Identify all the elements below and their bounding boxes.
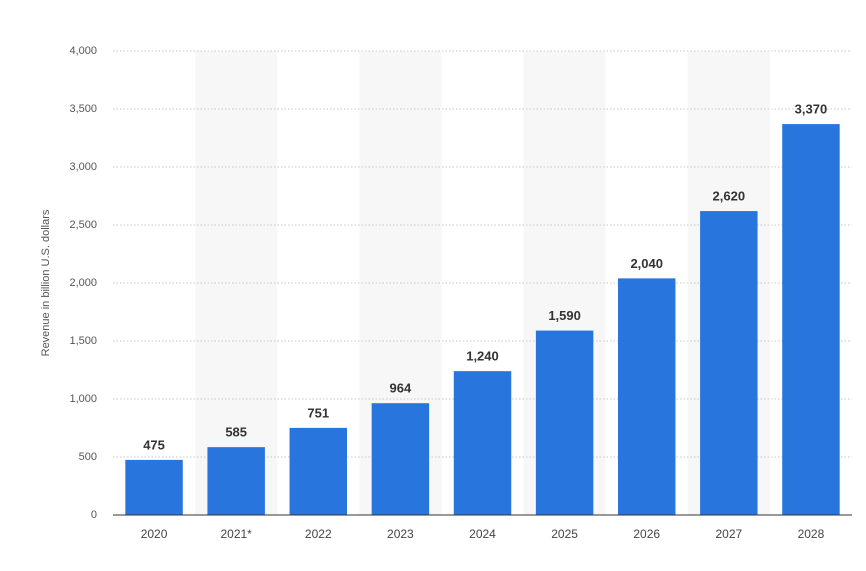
bar bbox=[535, 330, 594, 515]
bar bbox=[289, 427, 348, 515]
value-label: 3,370 bbox=[795, 102, 828, 117]
value-label: 2,620 bbox=[713, 189, 746, 204]
x-tick-label: 2021* bbox=[220, 527, 252, 541]
value-label: 2,040 bbox=[630, 256, 663, 271]
y-tick-label: 2,000 bbox=[69, 277, 97, 289]
bar bbox=[453, 371, 512, 515]
x-tick-label: 2024 bbox=[469, 527, 496, 541]
x-tick-label: 2025 bbox=[551, 527, 578, 541]
x-tick-label: 2023 bbox=[387, 527, 414, 541]
value-label: 585 bbox=[225, 425, 247, 440]
y-tick-label: 0 bbox=[91, 509, 97, 521]
bar bbox=[700, 211, 758, 515]
y-tick-label: 3,000 bbox=[69, 161, 97, 173]
x-tick-label: 2022 bbox=[305, 527, 332, 541]
y-tick-label: 500 bbox=[79, 451, 97, 463]
x-tick-label: 2026 bbox=[633, 527, 660, 541]
y-tick-label: 4,000 bbox=[69, 45, 97, 57]
y-tick-label: 2,500 bbox=[69, 219, 97, 231]
x-tick-label: 2020 bbox=[141, 527, 168, 541]
value-label: 475 bbox=[143, 437, 165, 452]
bar bbox=[207, 447, 265, 515]
y-axis-title: Revenue in billion U.S. dollars bbox=[40, 209, 52, 356]
bar bbox=[125, 459, 183, 515]
value-label: 751 bbox=[307, 405, 329, 420]
value-label: 1,590 bbox=[548, 308, 581, 323]
x-tick-label: 2027 bbox=[715, 527, 742, 541]
x-tick-label: 2028 bbox=[798, 527, 825, 541]
value-label: 964 bbox=[390, 381, 412, 396]
y-tick-label: 1,000 bbox=[69, 393, 97, 405]
bar bbox=[371, 403, 430, 515]
bar bbox=[782, 124, 840, 515]
y-tick-label: 3,500 bbox=[69, 103, 97, 115]
value-label: 1,240 bbox=[466, 349, 499, 364]
y-tick-label: 1,500 bbox=[69, 335, 97, 347]
bar bbox=[617, 278, 676, 515]
